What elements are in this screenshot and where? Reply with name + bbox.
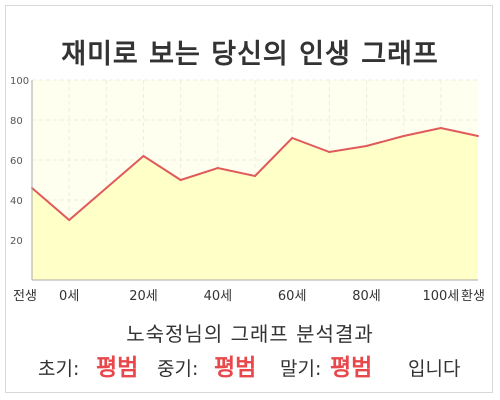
early-label: 초기: [38,358,80,380]
x-tick-label: 환생 [461,289,485,304]
data-point [439,127,442,129]
x-tick-label: 전생 [13,289,37,304]
x-tick-label: 100세 [422,289,459,304]
data-point [142,155,145,157]
mid-value: 평범 [214,355,257,381]
data-point [105,187,108,189]
data-point [477,135,479,137]
data-point [402,135,405,137]
x-tick-label: 60세 [278,289,307,304]
y-tick-label: 100 [10,76,29,87]
y-tick-label: 20 [10,236,23,247]
x-tick-label: 0세 [59,289,79,304]
early-value: 평범 [96,355,139,381]
result-summary: 초기: 평범 중기: 평범 말기: 평범 입니다 [0,344,500,384]
y-tick-label: 80 [10,116,23,127]
x-tick-label: 80세 [352,289,381,304]
x-tick-label: 20세 [129,289,158,304]
data-point [254,175,256,177]
page-title: 재미로 보는 당신의 인생 그래프 [61,39,439,70]
late-label: 말기: [280,358,322,380]
data-point [291,137,294,139]
late-value: 평범 [330,355,373,381]
y-tick-label: 60 [10,156,23,167]
data-point [68,219,71,221]
result-title: 노숙정님의 그래프 분석결과 [126,322,374,346]
x-tick-label: 40세 [204,289,233,304]
y-tick-label: 40 [10,196,23,207]
series-area [32,128,478,280]
data-point [365,145,368,147]
data-point [216,167,219,169]
card-frame [5,5,493,393]
data-point [328,151,331,153]
data-point [179,179,182,181]
mid-label: 중기: [157,358,199,380]
ending-text: 입니다 [408,358,461,380]
